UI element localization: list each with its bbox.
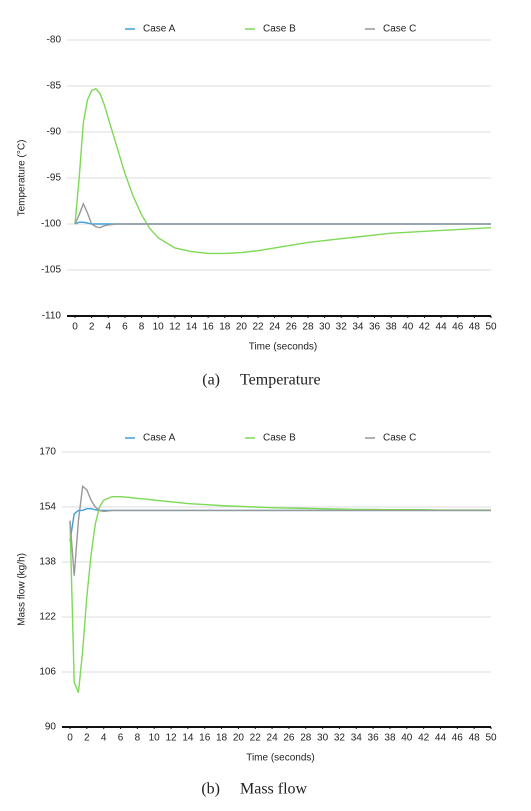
x-tick-label: 0 [72, 322, 78, 333]
x-tick-label: 38 [386, 322, 398, 333]
x-tick-label: 32 [334, 733, 346, 744]
x-tick-label: 50 [485, 733, 497, 744]
y-axis-title: Mass flow (kg/h) [17, 553, 28, 626]
caption-label: (a) [202, 372, 220, 389]
x-tick-label: 2 [84, 733, 90, 744]
x-tick-label: 14 [186, 322, 198, 333]
x-tick-label: 24 [267, 733, 279, 744]
data-line [74, 201, 491, 229]
x-tick-label: 6 [118, 733, 124, 744]
x-tick-label: 18 [216, 733, 228, 744]
y-tick-label: 106 [39, 667, 56, 678]
y-tick-label: -80 [47, 35, 62, 46]
y-tick-label: 90 [45, 722, 57, 733]
x-tick-label: 16 [203, 322, 215, 333]
x-tick-label: 36 [368, 733, 380, 744]
x-axis-title: Time (seconds) [246, 753, 315, 764]
y-tick-label: 138 [39, 557, 56, 568]
x-tick-label: 40 [401, 733, 413, 744]
data-line [69, 485, 491, 576]
x-tick-label: 6 [122, 322, 128, 333]
x-tick-label: 20 [236, 322, 248, 333]
legend-label: Case B [263, 433, 296, 444]
x-tick-label: 48 [469, 733, 481, 744]
x-tick-label: 8 [135, 733, 141, 744]
x-tick-label: 28 [302, 322, 314, 333]
data-line [69, 495, 491, 693]
data-line [74, 87, 492, 255]
x-tick-label: 50 [485, 322, 497, 333]
y-tick-label: 122 [39, 612, 56, 623]
x-tick-label: 22 [252, 322, 264, 333]
x-tick-label: 46 [452, 322, 464, 333]
caption-label: (b) [201, 781, 220, 798]
x-tick-label: 32 [336, 322, 348, 333]
x-tick-label: 30 [319, 322, 331, 333]
y-tick-label: -100 [41, 219, 61, 230]
y-tick-label: -90 [47, 127, 62, 138]
x-tick-label: 22 [250, 733, 262, 744]
y-tick-label: -85 [47, 81, 62, 92]
x-axis-title: Time (seconds) [249, 342, 318, 353]
x-tick-label: 12 [165, 733, 177, 744]
x-tick-label: 8 [139, 322, 145, 333]
y-tick-label: 154 [39, 502, 56, 513]
x-tick-label: 34 [351, 733, 363, 744]
x-tick-label: 46 [452, 733, 464, 744]
x-tick-label: 4 [105, 322, 111, 333]
y-tick-label: -95 [47, 173, 62, 184]
x-tick-label: 10 [149, 733, 161, 744]
y-tick-label: 170 [39, 447, 56, 458]
legend-label: Case A [143, 24, 176, 35]
caption: Mass flow [240, 781, 308, 798]
x-tick-label: 14 [182, 733, 194, 744]
x-tick-label: 44 [436, 322, 448, 333]
x-tick-label: 42 [418, 733, 430, 744]
legend-label: Case C [383, 24, 416, 35]
x-tick-label: 28 [300, 733, 312, 744]
legend-label: Case B [263, 24, 296, 35]
x-tick-label: 48 [469, 322, 481, 333]
y-tick-label: -105 [41, 265, 61, 276]
x-tick-label: 18 [219, 322, 231, 333]
x-tick-label: 34 [352, 322, 364, 333]
x-tick-label: 36 [369, 322, 381, 333]
x-tick-label: 38 [384, 733, 396, 744]
legend-label: Case C [383, 433, 416, 444]
x-tick-label: 16 [199, 733, 211, 744]
y-tick-label: -110 [42, 311, 62, 322]
x-tick-label: 10 [153, 322, 165, 333]
caption: Temperature [240, 372, 321, 389]
x-tick-label: 2 [89, 322, 95, 333]
x-tick-label: 26 [286, 322, 298, 333]
legend-label: Case A [143, 433, 176, 444]
x-tick-label: 4 [101, 733, 107, 744]
x-tick-label: 42 [419, 322, 431, 333]
x-tick-label: 12 [169, 322, 181, 333]
x-tick-label: 20 [233, 733, 245, 744]
x-tick-label: 40 [402, 322, 414, 333]
data-line [69, 508, 491, 542]
x-tick-label: 24 [269, 322, 281, 333]
x-tick-label: 44 [435, 733, 447, 744]
x-tick-label: 0 [67, 733, 73, 744]
y-axis-title: Temperature (°C) [17, 140, 28, 217]
x-tick-label: 30 [317, 733, 329, 744]
x-tick-label: 26 [283, 733, 295, 744]
